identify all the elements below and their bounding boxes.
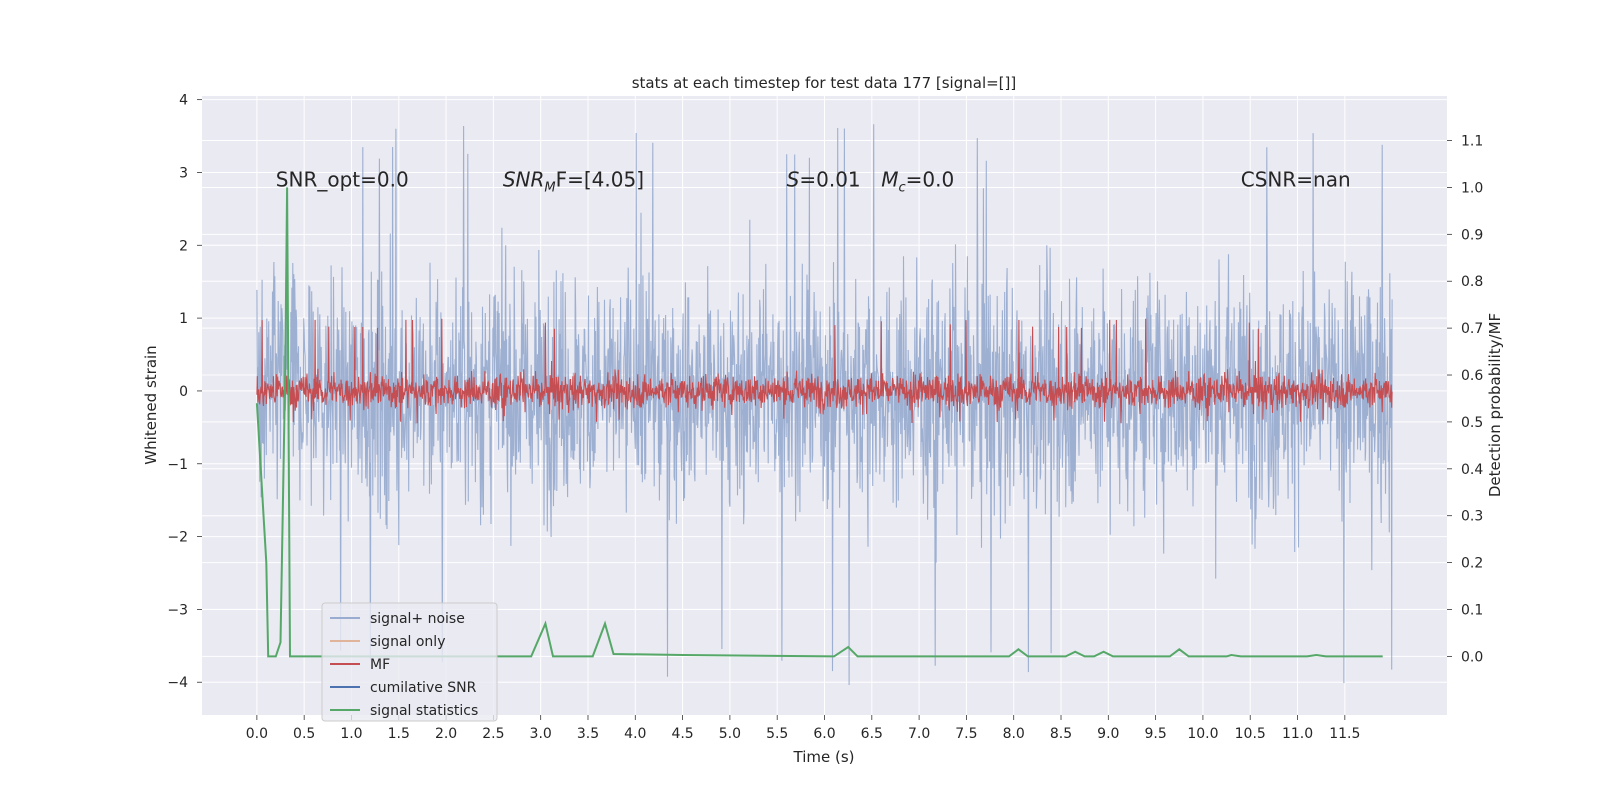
y2-tick-label: 1.0 xyxy=(1461,180,1483,196)
annotations: SNR_opt=0.0 SNRMF=[4.05] S=0.01 Mc=0.0 CSNR=… xyxy=(276,168,1351,196)
y-axis-ticks: 4 3 2 1 0 −1 −2 −3 −4 xyxy=(167,93,202,691)
legend-label: cumilative SNR xyxy=(370,680,477,696)
x-tick-label: 0.5 xyxy=(293,726,315,742)
x-tick-label: 4.0 xyxy=(624,726,646,742)
y2-axis-ticks: 1.1 1.0 0.9 0.8 0.7 0.6 0.5 0.4 0.3 0.2 0.1 0.0 xyxy=(1447,134,1483,665)
x-axis-label: Time (s) xyxy=(793,748,855,766)
x-tick-label: 6.5 xyxy=(861,726,883,742)
x-tick-label: 10.0 xyxy=(1187,726,1218,742)
annotation-part: F=[4.05] xyxy=(556,168,644,192)
x-tick-label: 3.5 xyxy=(577,726,599,742)
legend-label: signal statistics xyxy=(370,703,478,719)
annotation-part: S xyxy=(787,168,800,192)
annotation-part: SNR xyxy=(503,168,545,192)
y-tick-label: 0 xyxy=(179,384,188,400)
annotation-snr-mf: SNRMF=[4.05] xyxy=(503,168,644,196)
y2-tick-label: 1.1 xyxy=(1461,134,1483,150)
x-tick-label: 11.0 xyxy=(1282,726,1313,742)
y2-tick-label: 0.8 xyxy=(1461,274,1483,290)
x-tick-label: 0.0 xyxy=(246,726,268,742)
series-mf xyxy=(256,318,1393,424)
x-tick-label: 9.5 xyxy=(1144,726,1166,742)
annotation-snr-opt: SNR_opt=0.0 xyxy=(276,168,409,192)
y2-tick-label: 0.0 xyxy=(1461,649,1483,665)
annotation-s-value: S=0.01 xyxy=(787,168,861,192)
legend-label: MF xyxy=(370,657,390,673)
y-tick-label: 2 xyxy=(179,238,188,254)
x-tick-label: 2.5 xyxy=(482,726,504,742)
series-signal-statistics xyxy=(255,187,1383,658)
legend-box xyxy=(321,602,498,722)
y-tick-label: 3 xyxy=(179,165,188,181)
x-tick-label: 4.5 xyxy=(671,726,693,742)
annotation-part: =0.01 xyxy=(799,168,860,192)
y-tick-label: 1 xyxy=(179,311,188,327)
y2-tick-label: 0.1 xyxy=(1461,602,1483,618)
annotation-part: M xyxy=(881,168,898,192)
legend: signal+ noise signal only MF cumilative SNR… xyxy=(321,602,498,722)
y2-tick-label: 0.2 xyxy=(1461,556,1483,572)
x-tick-label: 11.5 xyxy=(1329,726,1360,742)
annotation-part: M xyxy=(544,181,555,196)
x-tick-label: 7.5 xyxy=(955,726,977,742)
x-tick-label: 9.0 xyxy=(1097,726,1119,742)
annotation-csnr: CSNR=nan xyxy=(1241,168,1351,192)
series-signal-noise xyxy=(256,124,1393,686)
legend-label: signal+ noise xyxy=(370,611,465,627)
x-tick-label: 3.0 xyxy=(530,726,552,742)
x-tick-label: 6.0 xyxy=(813,726,835,742)
y2-tick-label: 0.3 xyxy=(1461,509,1483,525)
y-tick-label: −4 xyxy=(167,675,188,691)
x-axis-ticks: 0.0 0.5 1.0 1.5 2.0 2.5 3.0 3.5 4.0 4.5 5.0 5.5 6.0 6… xyxy=(246,715,1360,742)
y2-tick-label: 0.9 xyxy=(1461,227,1483,243)
x-tick-label: 10.5 xyxy=(1235,726,1266,742)
x-tick-label: 1.5 xyxy=(388,726,410,742)
x-tick-label: 5.0 xyxy=(719,726,741,742)
annotation-mc-value: Mc=0.0 xyxy=(881,168,954,196)
y2-tick-label: 0.6 xyxy=(1461,368,1483,384)
y-tick-label: 4 xyxy=(179,93,188,109)
y-tick-label: −3 xyxy=(167,602,188,618)
y2-tick-label: 0.4 xyxy=(1461,462,1483,478)
legend-label: signal only xyxy=(370,634,445,650)
y2-axis-label: Detection probability/MF xyxy=(1486,313,1504,497)
x-tick-label: 7.0 xyxy=(908,726,930,742)
x-tick-label: 8.0 xyxy=(1003,726,1025,742)
x-tick-label: 5.5 xyxy=(766,726,788,742)
y-tick-label: −1 xyxy=(167,457,188,473)
y2-tick-label: 0.5 xyxy=(1461,415,1483,431)
y-axis-label: Whitened strain xyxy=(142,345,160,464)
series-layer xyxy=(255,124,1393,686)
x-tick-label: 1.0 xyxy=(340,726,362,742)
y2-tick-label: 0.7 xyxy=(1461,321,1483,337)
chart-title: stats at each timestep for test data 177… xyxy=(632,74,1017,92)
x-tick-label: 8.5 xyxy=(1050,726,1072,742)
x-tick-label: 2.0 xyxy=(435,726,457,742)
y-tick-label: −2 xyxy=(167,530,188,546)
annotation-part: =0.0 xyxy=(906,168,955,192)
annotation-part: c xyxy=(899,181,906,196)
